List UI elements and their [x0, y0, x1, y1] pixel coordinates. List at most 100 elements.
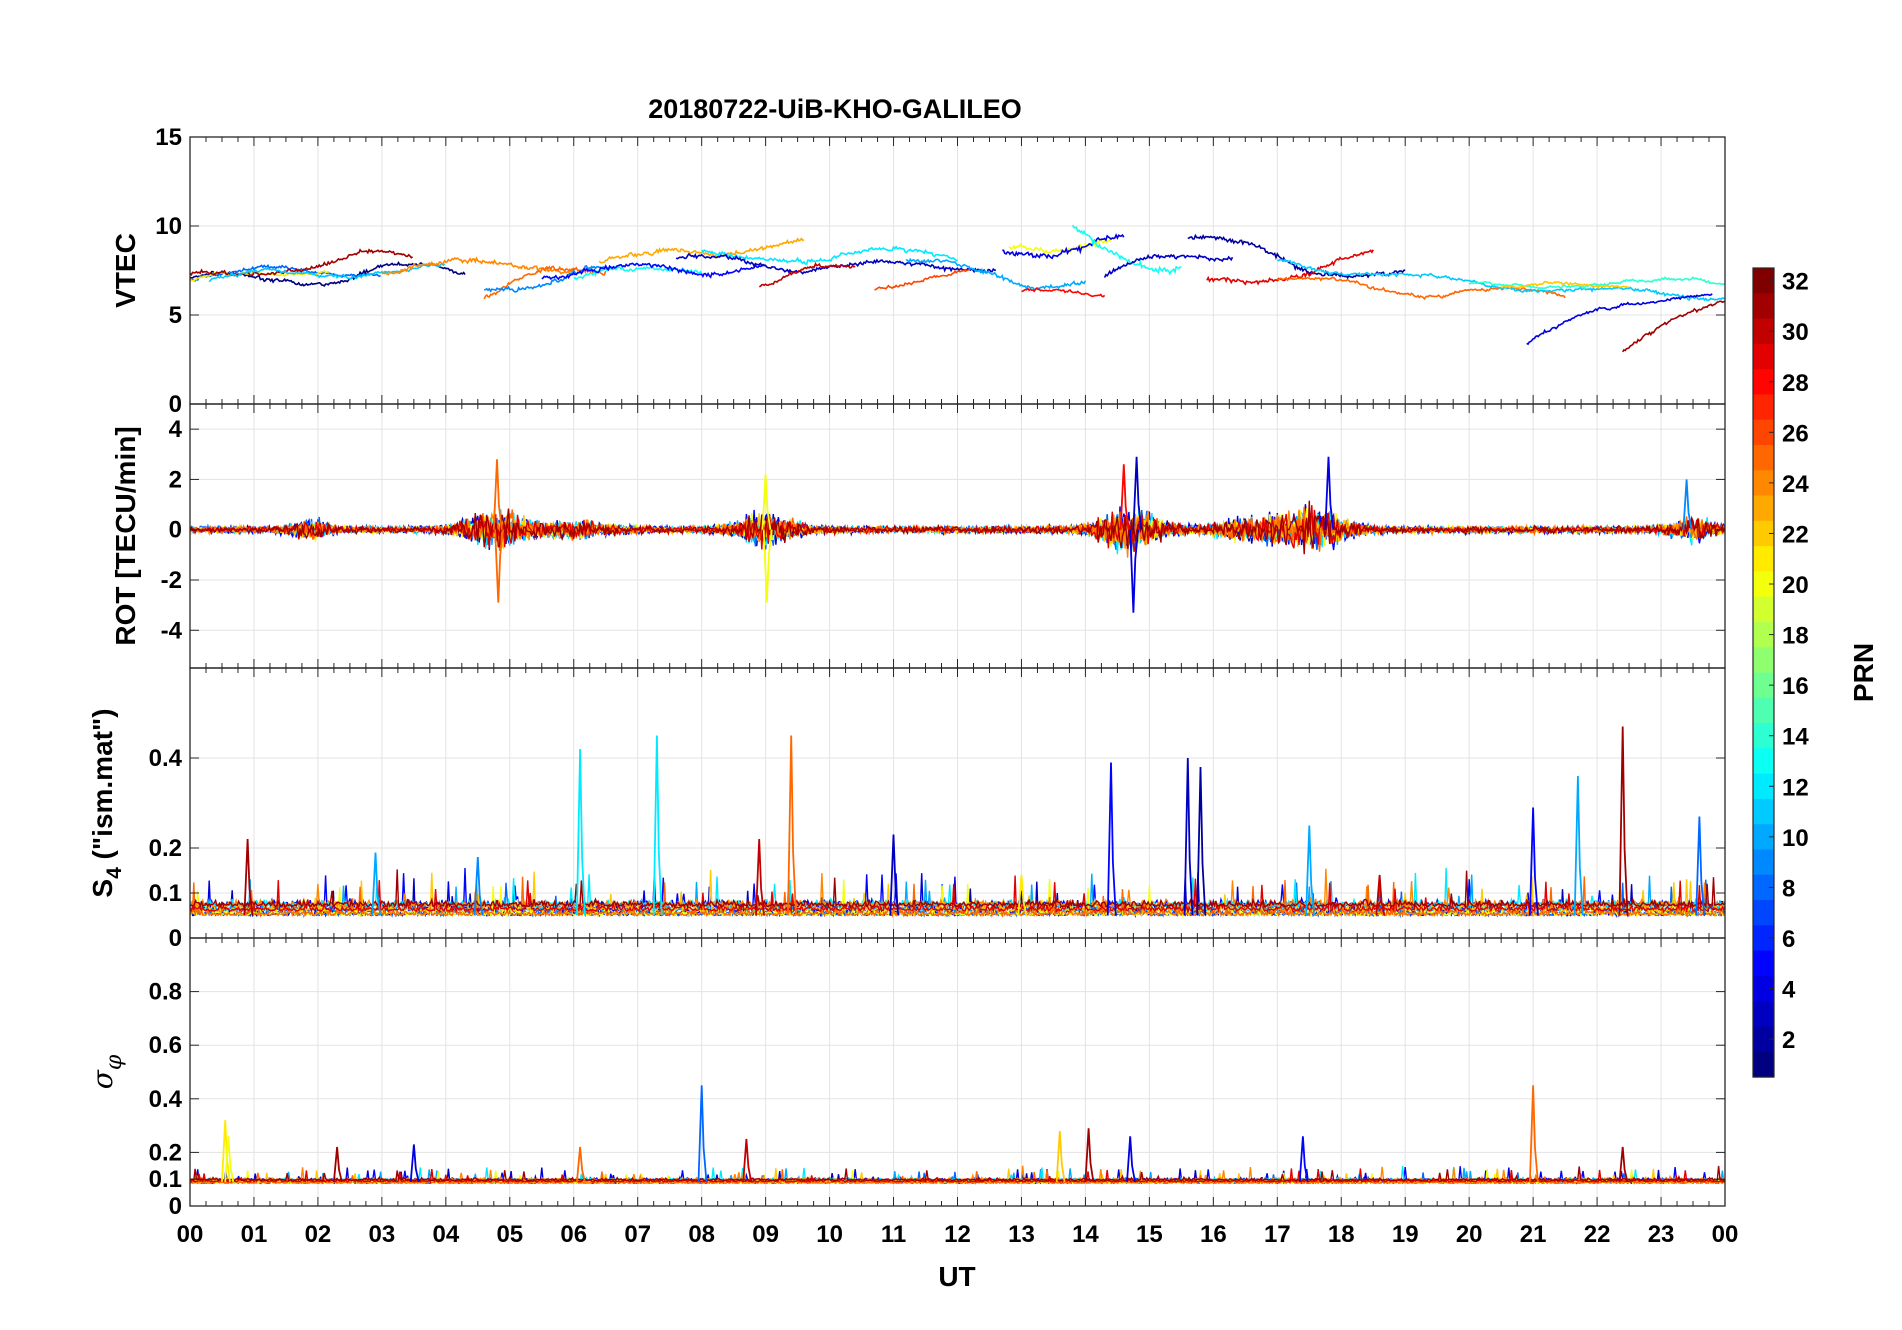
- colorbar-swatch: [1753, 975, 1774, 1002]
- colorbar-swatch: [1753, 647, 1774, 674]
- x-tick-label: 23: [1648, 1221, 1675, 1248]
- colorbar-tick-label: 30: [1782, 319, 1809, 346]
- vtec-prn-24: [381, 256, 574, 276]
- y-tick-label: 5: [169, 302, 182, 329]
- y-tick-label: 0.1: [149, 1166, 182, 1193]
- s4-spike: [1529, 807, 1539, 916]
- rot-spike: [761, 474, 772, 530]
- vtec-prn-22: [1500, 280, 1630, 290]
- x-ticks-sigphi: [189, 938, 1726, 1207]
- colorbar-swatch: [1753, 495, 1774, 522]
- x-tick-label: 11: [881, 1221, 906, 1248]
- colorbar-tick-label: 2: [1782, 1027, 1795, 1054]
- vtec-prn-2: [1187, 233, 1406, 280]
- panel-vtec: 0 5 10 15 VTEC: [110, 124, 1726, 418]
- y-tick-label: 0.1: [149, 880, 182, 907]
- x-tick-label: 00: [1712, 1221, 1739, 1248]
- rot-spike: [762, 529, 773, 603]
- x-ticks-s4: [189, 668, 1726, 939]
- x-tick-label: 07: [624, 1221, 651, 1248]
- colorbar-swatch: [1753, 773, 1774, 800]
- vtec-prn-31: [190, 248, 414, 277]
- x-tick-label: 21: [1520, 1221, 1547, 1248]
- x-ticks-vtec: [189, 136, 1726, 405]
- colorbar-swatch: [1753, 723, 1774, 749]
- y-tick-label: 0.6: [149, 1032, 182, 1059]
- colorbar-tick-label: 16: [1782, 673, 1809, 700]
- colorbar-swatch: [1753, 546, 1774, 572]
- y-axis-label-sigphi: σφ: [86, 1054, 127, 1089]
- grid-sigphi: [189, 938, 1726, 1207]
- sigphi-spike: [1055, 1130, 1066, 1183]
- colorbar-frame: [1752, 267, 1775, 1078]
- sigphi-spike: [221, 1120, 231, 1183]
- colorbar-swatch: [1753, 293, 1774, 320]
- s4-spike: [787, 735, 797, 916]
- s4-spike: [371, 852, 382, 916]
- colorbar-swatch: [1753, 369, 1774, 396]
- s4-prn-25: [190, 876, 1725, 919]
- y-tick-label: 0.8: [149, 979, 182, 1006]
- vtec-prn-3: [675, 252, 997, 275]
- colorbar-label: PRN: [1848, 643, 1879, 702]
- x-ticks-rot: [189, 404, 1726, 668]
- x-tick-labels: 00 01 02 03 04 05 06 07 08 09 10 11 12 13 14 15 16 17 18 19…: [177, 1221, 1739, 1248]
- colorbar-tick-label: 20: [1782, 572, 1809, 599]
- s4-prn-29: [190, 875, 1725, 914]
- sigphi-spike: [697, 1085, 708, 1182]
- x-tick-label: 13: [1008, 1221, 1035, 1248]
- x-tick-label: 14: [1072, 1221, 1099, 1248]
- vtec-prn-4: [1002, 233, 1125, 260]
- sigphi-spike: [1084, 1128, 1095, 1183]
- sigphi-spike: [1298, 1136, 1309, 1183]
- colorbar-tick-label: 24: [1782, 471, 1809, 498]
- x-tick-label: 15: [1136, 1221, 1163, 1248]
- colorbar-tick-label: 8: [1782, 875, 1795, 902]
- vtec-prn-8: [190, 264, 382, 282]
- colorbar-swatch: [1753, 950, 1774, 977]
- y-axis-label-vtec: VTEC: [110, 233, 141, 308]
- colorbar-tick-label: 10: [1782, 825, 1809, 852]
- s4-spike: [1017, 874, 1028, 916]
- x-tick-label: 01: [241, 1221, 268, 1248]
- s4-spike: [1573, 775, 1584, 916]
- sigphi-spike: [409, 1144, 420, 1183]
- colorbar-tick-label: 32: [1782, 269, 1809, 296]
- colorbar-swatch: [1753, 571, 1774, 598]
- colorbar-swatch: [1753, 343, 1774, 370]
- s4-spike: [1106, 762, 1117, 916]
- colorbar-swatch: [1753, 900, 1774, 926]
- colorbar-tick-label: 4: [1782, 977, 1796, 1004]
- colorbar-swatch: [1753, 596, 1774, 623]
- s4-spike: [1305, 825, 1315, 916]
- series-vtec: [190, 224, 1725, 353]
- sigphi-spike: [742, 1138, 753, 1183]
- colorbar-swatch: [1753, 394, 1774, 421]
- x-tick-label: 06: [560, 1221, 587, 1248]
- sigphi-spike: [576, 1146, 586, 1183]
- x-tick-label: 16: [1200, 1221, 1227, 1248]
- sigphi-spike: [224, 1136, 235, 1183]
- colorbar-tick-label: 28: [1782, 370, 1809, 397]
- x-tick-label: 12: [944, 1221, 971, 1248]
- colorbar-swatch: [1753, 672, 1774, 699]
- panel-s4: 0 0.1 0.2 0.4 S4 ("ism.mat"): [87, 667, 1726, 952]
- chart-title: 20180722-UiB-KHO-GALILEO: [648, 94, 1022, 124]
- sigphi-prn-31: [190, 1165, 1725, 1183]
- colorbar-swatch: [1753, 798, 1774, 825]
- s4-prn-31: [190, 869, 1725, 910]
- rot-spike: [1682, 479, 1693, 530]
- colorbar-swatch: [1753, 874, 1774, 901]
- s4-spike: [1375, 874, 1386, 916]
- sigphi-spike: [1126, 1136, 1136, 1183]
- colorbar-swatch: [1753, 925, 1774, 952]
- colorbar-tick-label: 26: [1782, 420, 1809, 447]
- colorbar-swatch: [1753, 470, 1774, 497]
- x-tick-label: 03: [369, 1221, 396, 1248]
- vtec-prn-26: [874, 268, 971, 291]
- y-tick-label: -2: [161, 567, 182, 594]
- y-tick-label: 4: [169, 416, 183, 443]
- x-tick-label: 08: [688, 1221, 715, 1248]
- y-axis-label-s4: S4 ("ism.mat"): [87, 708, 126, 897]
